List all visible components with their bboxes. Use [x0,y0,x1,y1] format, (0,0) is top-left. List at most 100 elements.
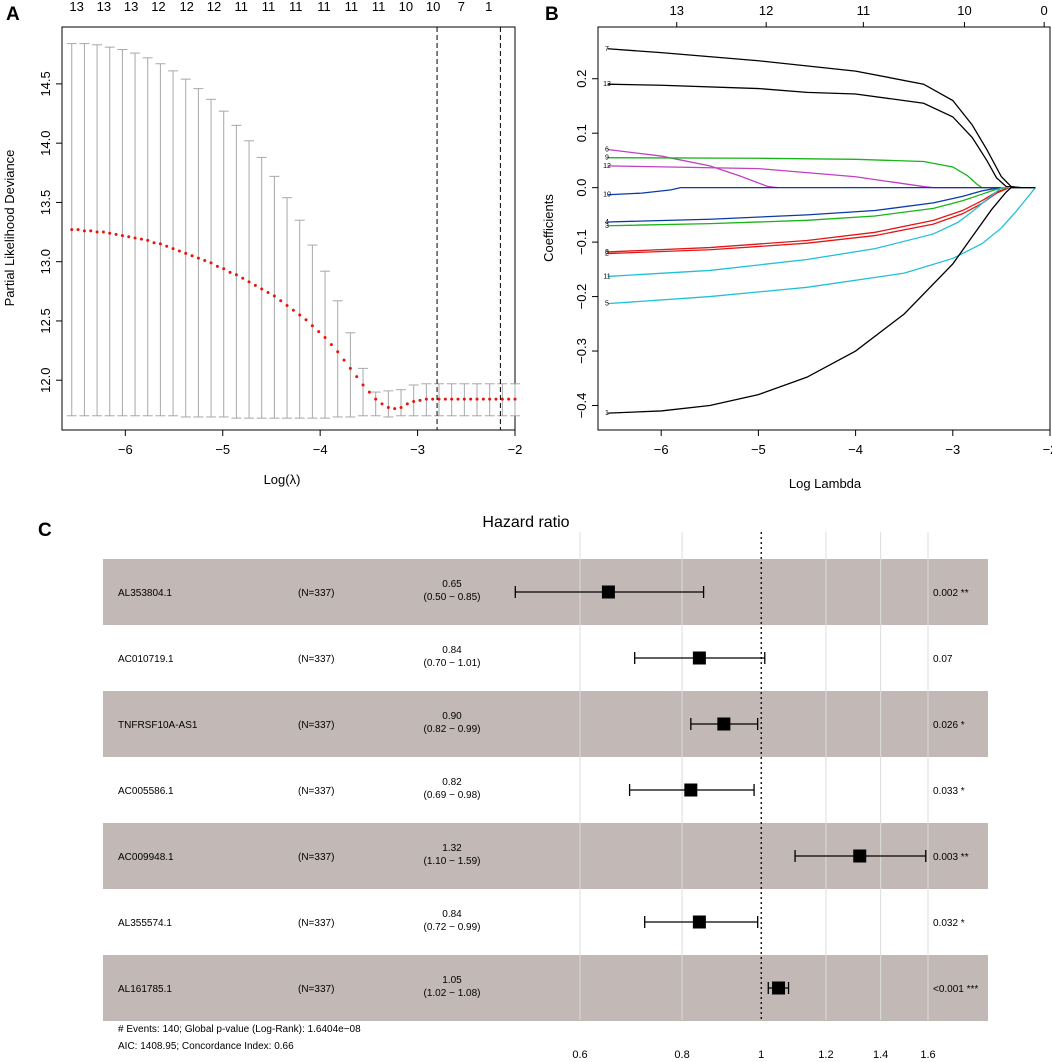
top-count-label: 11 [289,0,303,14]
row-hr: 0.90 [442,711,462,722]
mean-point [374,397,378,401]
top-count-label: 1 [485,0,492,14]
x-tick-label: 1.2 [818,1049,833,1061]
coef-path-6 [607,148,778,189]
coef-label: 2 [605,251,609,258]
forest-row: AL161785.1 (N=337) 1.05 (1.02 − 1.08) <0.001… [118,975,978,999]
mean-point [82,229,86,233]
mean-point [101,230,105,234]
y-tick-label: 14.5 [38,71,53,96]
x-tick-label: −5 [215,442,230,457]
coef-path-1 [607,187,1036,414]
panel-b-frame [597,26,1051,431]
y-tick-label: 0.0 [574,179,589,197]
row-hr: 0.65 [442,579,462,590]
mean-point [165,244,169,248]
mean-point [469,397,473,401]
panel-b-top-axis: 13 12 11 10 0 [670,3,1048,27]
top-count-label: 12 [151,0,165,14]
coef-label: 10 [603,192,611,199]
mean-point [355,375,359,379]
mean-point [279,299,283,303]
top-count-label: 11 [345,0,359,14]
row-p: <0.001 *** [933,984,978,995]
row-n: (N=337) [298,984,334,995]
mean-point [431,397,435,401]
row-ci: (1.02 − 1.08) [424,988,481,999]
x-tick-label: −3 [945,442,960,457]
forest-row: TNFRSF10A-AS1 (N=337) 0.90 (0.82 − 0.99) 0.0… [118,711,965,735]
mean-point [310,324,314,328]
panel-a: A −6 −5 −4 −3 −2 12.0 12.5 13.0 13.5 14.0 14.5 13… [2,0,522,487]
x-tick-label: −2 [1043,442,1052,457]
mean-point [171,247,175,251]
top-count-label: 12 [759,3,773,18]
top-count-label: 11 [317,0,331,14]
panel-c-footnote-aic: AIC: 1408.95; Concordance Index: 0.66 [118,1041,294,1052]
mean-point [380,402,384,406]
x-tick-label: −6 [118,442,133,457]
forest-row: AL355574.1 (N=337) 0.84 (0.72 − 0.99) 0.032 … [118,909,965,933]
row-ci: (0.50 − 0.85) [424,592,481,603]
panel-c-rows: AL353804.1 (N=337) 0.65 (0.50 − 0.85) 0.002 … [118,579,978,999]
x-tick-label: −4 [313,442,328,457]
panel-a-y-label: Partial Likelihood Deviance [2,150,17,307]
panel-b-label: B [545,4,559,25]
x-tick-label: 1.4 [873,1049,888,1061]
mean-point [184,251,188,255]
x-tick-label: 0.8 [674,1049,689,1061]
row-hr: 0.84 [442,645,462,656]
mean-point [139,237,143,241]
mean-point [462,397,466,401]
row-name: TNFRSF10A-AS1 [118,720,198,731]
top-count-label: 11 [857,3,871,18]
row-n: (N=337) [298,720,334,731]
mean-point [475,397,479,401]
mean-point [424,397,428,401]
mean-point [196,256,200,260]
hr-marker [601,585,615,599]
mean-point [323,336,327,340]
coef-path-11 [607,187,1036,278]
panel-c-gridlines [579,532,929,1020]
top-count-label: 10 [426,0,440,14]
mean-point [114,232,118,236]
y-tick-label: 12.5 [38,308,53,333]
coef-path-13 [607,83,1036,189]
x-tick-label: −2 [508,442,523,457]
mean-point [234,273,238,277]
row-ci: (0.70 − 1.01) [424,658,481,669]
top-count-label: 11 [372,0,386,14]
x-tick-label: −4 [848,442,863,457]
row-name: AL355574.1 [118,918,172,929]
y-tick-label: −0.3 [574,338,589,364]
panel-a-x-label: Log(λ) [264,472,301,487]
coef-path-2 [607,187,1036,255]
panel-b-x-axis: −6 −5 −4 −3 −2 [654,430,1052,457]
panel-a-top-counts: 13 13 13 12 12 12 11 11 11 11 11 11 10 10 7 1 [69,0,492,14]
row-hr: 1.05 [442,975,462,986]
mean-point [367,390,371,394]
coef-label: 12 [603,163,611,170]
y-tick-label: 0.1 [574,124,589,142]
row-ci: (0.69 − 0.98) [424,790,481,801]
y-tick-label: −0.1 [574,229,589,255]
top-count-label: 10 [957,3,971,18]
coef-path-10 [607,187,1036,196]
mean-point [336,350,340,354]
mean-point [513,397,517,401]
mean-point [247,280,251,284]
mean-point [317,330,321,334]
row-p: 0.033 * [933,786,965,797]
y-tick-label: 0.2 [574,70,589,88]
panel-a-y-axis: 12.0 12.5 13.0 13.5 14.0 14.5 [38,71,62,393]
row-p: 0.032 * [933,918,965,929]
row-band [103,691,988,757]
top-count-label: 10 [399,0,413,14]
mean-point [450,397,454,401]
forest-row: AL353804.1 (N=337) 0.65 (0.50 − 0.85) 0.002 … [118,579,969,603]
row-hr: 0.82 [442,777,462,788]
row-n: (N=337) [298,786,334,797]
